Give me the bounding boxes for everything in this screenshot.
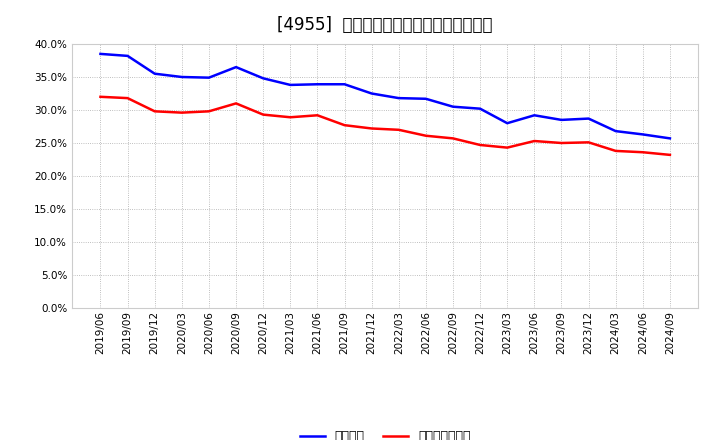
固定比率 [421, 96, 430, 101]
固定長期適合率 [584, 139, 593, 145]
固定比率 [449, 104, 457, 109]
固定比率 [611, 128, 620, 134]
固定長期適合率 [367, 126, 376, 131]
固定長期適合率 [123, 95, 132, 101]
固定長期適合率 [449, 136, 457, 141]
固定長期適合率 [611, 148, 620, 154]
固定長期適合率 [530, 138, 539, 143]
固定比率 [557, 117, 566, 122]
固定比率 [259, 76, 268, 81]
固定長期適合率 [232, 101, 240, 106]
固定長期適合率 [421, 133, 430, 138]
固定比率 [503, 121, 511, 126]
固定長期適合率 [395, 127, 403, 132]
固定比率 [178, 74, 186, 80]
固定長期適合率 [178, 110, 186, 115]
固定長期適合率 [503, 145, 511, 150]
Legend: 固定比率, 固定長期適合率: 固定比率, 固定長期適合率 [294, 425, 476, 440]
固定長期適合率 [665, 152, 674, 158]
固定比率 [286, 82, 294, 88]
固定長期適合率 [204, 109, 213, 114]
Line: 固定長期適合率: 固定長期適合率 [101, 97, 670, 155]
固定比率 [476, 106, 485, 111]
固定比率 [530, 113, 539, 118]
固定比率 [204, 75, 213, 80]
固定長期適合率 [557, 140, 566, 146]
固定比率 [395, 95, 403, 101]
固定長期適合率 [313, 113, 322, 118]
Line: 固定比率: 固定比率 [101, 54, 670, 138]
固定比率 [341, 82, 349, 87]
固定長期適合率 [286, 115, 294, 120]
固定比率 [665, 136, 674, 141]
固定長期適合率 [476, 142, 485, 147]
固定比率 [367, 91, 376, 96]
固定比率 [584, 116, 593, 121]
固定比率 [96, 51, 105, 56]
固定比率 [232, 64, 240, 70]
固定長期適合率 [639, 150, 647, 155]
固定比率 [313, 82, 322, 87]
固定長期適合率 [150, 109, 159, 114]
Title: [4955]  固定比率、固定長期適合率の推移: [4955] 固定比率、固定長期適合率の推移 [277, 16, 493, 34]
固定長期適合率 [341, 122, 349, 128]
固定比率 [150, 71, 159, 76]
固定比率 [639, 132, 647, 137]
固定長期適合率 [259, 112, 268, 117]
固定長期適合率 [96, 94, 105, 99]
固定比率 [123, 53, 132, 59]
